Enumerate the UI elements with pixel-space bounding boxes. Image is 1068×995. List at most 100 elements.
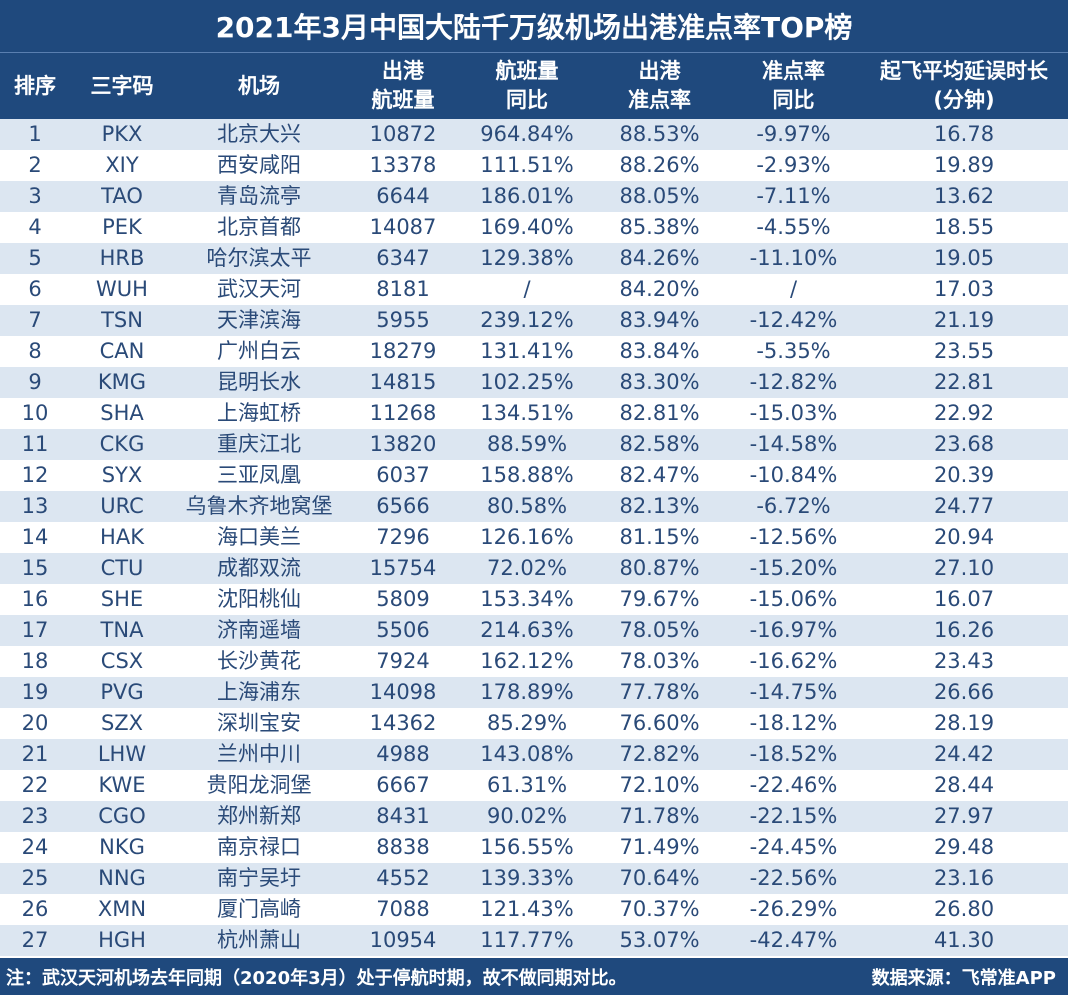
table-cell: -16.62% bbox=[749, 649, 838, 673]
table-cell: 26.66 bbox=[933, 680, 995, 704]
table-cell: 117.77% bbox=[480, 928, 574, 952]
table-cell: -4.55% bbox=[756, 215, 831, 239]
table-cell: -22.15% bbox=[749, 804, 838, 828]
table-cell: NKG bbox=[99, 835, 145, 859]
table-cell: NNG bbox=[98, 866, 146, 890]
table-cell: -15.03% bbox=[749, 401, 838, 425]
table-cell: 重庆江北 bbox=[217, 432, 301, 456]
table-cell: 22.92 bbox=[933, 401, 995, 425]
table-cell: 84.20% bbox=[619, 277, 700, 301]
table-cell: 27 bbox=[21, 928, 49, 952]
table-cell: 72.02% bbox=[486, 556, 568, 580]
table-cell: 沈阳桃仙 bbox=[217, 587, 301, 611]
table-cell: 19.89 bbox=[933, 153, 995, 177]
table-cell: 20 bbox=[21, 711, 49, 735]
table-cell: 29.48 bbox=[933, 835, 995, 859]
table-cell: SHA bbox=[100, 401, 144, 425]
table-cell: -24.45% bbox=[749, 835, 838, 859]
footer: 注：武汉天河机场去年同期（2020年3月）处于停航时期，故不做同期对比。 数据来… bbox=[0, 958, 1068, 995]
table-cell: 北京首都 bbox=[217, 215, 301, 239]
table-cell: 23.16 bbox=[933, 866, 995, 890]
table-row: 7 TSN 天津滨海 5955 239.12% 83.94% -12.42% 21.19 bbox=[0, 305, 1068, 336]
table-cell: 169.40% bbox=[480, 215, 574, 239]
table-cell: 成都双流 bbox=[217, 556, 301, 580]
table-cell: PVG bbox=[100, 680, 144, 704]
column-header: 起飞平均延误时长 (分钟) bbox=[880, 59, 1048, 112]
column-header: 出港 航班量 bbox=[371, 59, 435, 112]
table-cell: 83.84% bbox=[619, 339, 700, 363]
table-row: 2 XIY 西安咸阳 13378 111.51% 88.26% -2.93% 19.89 bbox=[0, 150, 1068, 181]
table-row: 8 CAN 广州白云 18279 131.41% 83.84% -5.35% 23.55 bbox=[0, 336, 1068, 367]
table-cell: SHE bbox=[100, 587, 144, 611]
table-row: 26 XMN 厦门高崎 7088 121.43% 70.37% -26.29% 26.80 bbox=[0, 894, 1068, 925]
table-cell: 19 bbox=[21, 680, 49, 704]
table-cell: PKX bbox=[101, 122, 143, 146]
table-cell: 17.03 bbox=[933, 277, 995, 301]
table-cell: HGH bbox=[98, 928, 146, 952]
table-cell: 964.84% bbox=[480, 122, 574, 146]
table-cell: TSN bbox=[101, 308, 143, 332]
table-cell: 14815 bbox=[369, 370, 437, 394]
table-cell: 156.55% bbox=[480, 835, 574, 859]
table-cell: 18 bbox=[21, 649, 49, 673]
table-cell: 海口美兰 bbox=[217, 525, 301, 549]
table-cell: 239.12% bbox=[480, 308, 574, 332]
table-cell: 79.67% bbox=[619, 587, 700, 611]
table-cell: 53.07% bbox=[619, 928, 700, 952]
table-cell: XMN bbox=[97, 897, 147, 921]
table-cell: -15.06% bbox=[749, 587, 838, 611]
table-row: 6 WUH 武汉天河 8181 / 84.20% / 17.03 bbox=[0, 274, 1068, 305]
table-row: 23 CGO 郑州新郑 8431 90.02% 71.78% -22.15% 27.97 bbox=[0, 801, 1068, 832]
table-cell: CKG bbox=[99, 432, 145, 456]
table-cell: 4 bbox=[28, 215, 42, 239]
column-header: 出港 准点率 bbox=[628, 59, 691, 112]
table-cell: 20.39 bbox=[933, 463, 995, 487]
table-cell: 8431 bbox=[376, 804, 430, 828]
table-cell: 15 bbox=[21, 556, 49, 580]
table-cell: 南宁吴圩 bbox=[217, 866, 301, 890]
table-cell: 22.81 bbox=[933, 370, 995, 394]
table-cell: 10872 bbox=[369, 122, 437, 146]
table-cell: 26.80 bbox=[933, 897, 995, 921]
table-cell: 14 bbox=[21, 525, 49, 549]
table-cell: / bbox=[523, 277, 531, 301]
table-cell: -22.56% bbox=[749, 866, 838, 890]
table-cell: 41.30 bbox=[933, 928, 995, 952]
table-row: 4 PEK 北京首都 14087 169.40% 85.38% -4.55% 18.55 bbox=[0, 212, 1068, 243]
table-cell: 14098 bbox=[369, 680, 437, 704]
table-cell: XIY bbox=[105, 153, 139, 177]
table-cell: 贵阳龙洞堡 bbox=[206, 773, 312, 797]
table-row: 19 PVG 上海浦东 14098 178.89% 77.78% -14.75% 26.66 bbox=[0, 677, 1068, 708]
table-cell: 上海浦东 bbox=[217, 680, 301, 704]
table-cell: 16.26 bbox=[933, 618, 995, 642]
table-cell: 23.68 bbox=[933, 432, 995, 456]
table-cell: -11.10% bbox=[749, 246, 838, 270]
table-cell: 13 bbox=[21, 494, 49, 518]
table-cell: -16.97% bbox=[749, 618, 838, 642]
table-cell: 7088 bbox=[376, 897, 430, 921]
table-cell: -15.20% bbox=[749, 556, 838, 580]
table-row: 3 TAO 青岛流亭 6644 186.01% 88.05% -7.11% 13.62 bbox=[0, 181, 1068, 212]
table-cell: 8838 bbox=[376, 835, 430, 859]
table-cell: KMG bbox=[97, 370, 147, 394]
table-cell: 10954 bbox=[369, 928, 437, 952]
table-cell: 6644 bbox=[376, 184, 430, 208]
table-cell: 哈尔滨太平 bbox=[206, 246, 312, 270]
table-cell: -14.75% bbox=[749, 680, 838, 704]
table-cell: 4552 bbox=[376, 866, 430, 890]
table-cell: -18.52% bbox=[749, 742, 838, 766]
table-cell: 13.62 bbox=[933, 184, 995, 208]
column-header: 排序 bbox=[14, 73, 56, 98]
table-cell: 2 bbox=[28, 153, 42, 177]
table-cell: CSX bbox=[100, 649, 144, 673]
table-cell: WUH bbox=[96, 277, 148, 301]
table-cell: 82.81% bbox=[619, 401, 700, 425]
table-row: 16 SHE 沈阳桃仙 5809 153.34% 79.67% -15.06% 16.07 bbox=[0, 584, 1068, 615]
table-cell: 3 bbox=[28, 184, 42, 208]
table-cell: 186.01% bbox=[480, 184, 574, 208]
table-cell: 88.59% bbox=[486, 432, 568, 456]
table-cell: 5955 bbox=[376, 308, 430, 332]
table-cell: 77.78% bbox=[619, 680, 700, 704]
table-cell: 139.33% bbox=[480, 866, 574, 890]
table-cell: 昆明长水 bbox=[217, 370, 301, 394]
